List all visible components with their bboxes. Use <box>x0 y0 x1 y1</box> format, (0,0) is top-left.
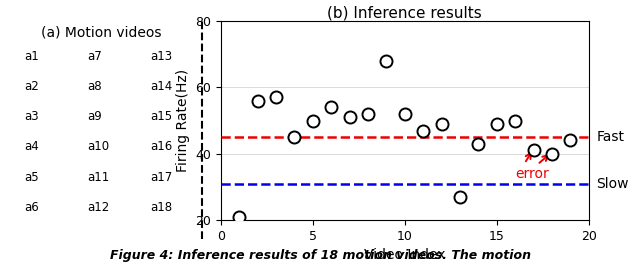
Point <box>455 195 465 199</box>
Text: Figure 4: Inference results of 18 motion videos. The motion: Figure 4: Inference results of 18 motion… <box>109 249 531 262</box>
Point <box>326 105 337 109</box>
Text: a15: a15 <box>150 110 172 123</box>
Text: (a) Motion videos: (a) Motion videos <box>40 26 161 40</box>
Point <box>363 112 373 116</box>
Text: a13: a13 <box>150 50 172 63</box>
Text: a9: a9 <box>87 110 102 123</box>
Text: a8: a8 <box>87 80 102 93</box>
X-axis label: Video Index: Video Index <box>364 248 445 262</box>
Text: a7: a7 <box>87 50 102 63</box>
Point <box>252 99 262 103</box>
Point <box>474 142 484 146</box>
Point <box>418 128 428 132</box>
Text: a18: a18 <box>150 201 172 214</box>
Text: a5: a5 <box>24 171 38 184</box>
Text: a14: a14 <box>150 80 172 93</box>
Title: (b) Inference results: (b) Inference results <box>328 5 482 20</box>
Point <box>399 112 410 116</box>
Y-axis label: Firing Rate(Hz): Firing Rate(Hz) <box>175 69 189 172</box>
Point <box>344 115 355 119</box>
Point <box>308 118 318 123</box>
Point <box>529 148 539 152</box>
Point <box>492 122 502 126</box>
Text: a12: a12 <box>87 201 109 214</box>
Text: Fast: Fast <box>596 130 624 144</box>
Text: a10: a10 <box>87 140 109 153</box>
Point <box>436 122 447 126</box>
Text: a6: a6 <box>24 201 39 214</box>
Text: a16: a16 <box>150 140 172 153</box>
Point <box>381 59 392 63</box>
Text: a11: a11 <box>87 171 109 184</box>
Text: error: error <box>515 167 549 181</box>
Point <box>510 118 520 123</box>
Point <box>547 152 557 156</box>
Point <box>271 95 281 99</box>
Text: a17: a17 <box>150 171 172 184</box>
Text: a4: a4 <box>24 140 39 153</box>
Text: a3: a3 <box>24 110 38 123</box>
Text: a1: a1 <box>24 50 39 63</box>
Point <box>565 138 575 143</box>
Text: Slow: Slow <box>596 176 628 191</box>
Point <box>234 215 244 219</box>
Point <box>289 135 300 139</box>
Text: a2: a2 <box>24 80 39 93</box>
